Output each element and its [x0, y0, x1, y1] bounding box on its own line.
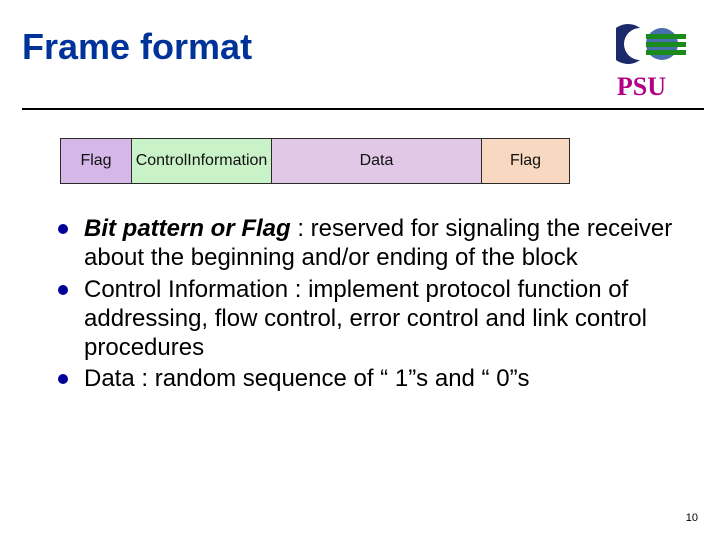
- bullet-list: Bit pattern or Flag : reserved for signa…: [54, 214, 680, 394]
- bullet-item: Control Information : implement protocol…: [54, 275, 680, 363]
- psu-label: PSU: [617, 72, 666, 102]
- bullet-item: Bit pattern or Flag : reserved for signa…: [54, 214, 680, 273]
- frame-cell-0: Flag: [60, 138, 132, 184]
- frame-cell-3: Flag: [482, 138, 570, 184]
- page-number: 10: [686, 512, 698, 524]
- bullet-text: Data : random sequence of “ 1”s and “ 0”…: [84, 365, 530, 392]
- frame-cell-2: Data: [272, 138, 482, 184]
- frame-cell-1: ControlInformation: [132, 138, 272, 184]
- frame-format-diagram: FlagControlInformationDataFlag: [60, 138, 580, 184]
- bullet-text: Control Information : implement protocol…: [84, 276, 647, 362]
- bullet-lead: Bit pattern or Flag: [84, 215, 291, 242]
- bullet-item: Data : random sequence of “ 1”s and “ 0”…: [54, 364, 680, 393]
- slide-title: Frame format: [22, 26, 252, 68]
- globe-logo-icon: [616, 22, 686, 66]
- title-underline: [22, 108, 704, 110]
